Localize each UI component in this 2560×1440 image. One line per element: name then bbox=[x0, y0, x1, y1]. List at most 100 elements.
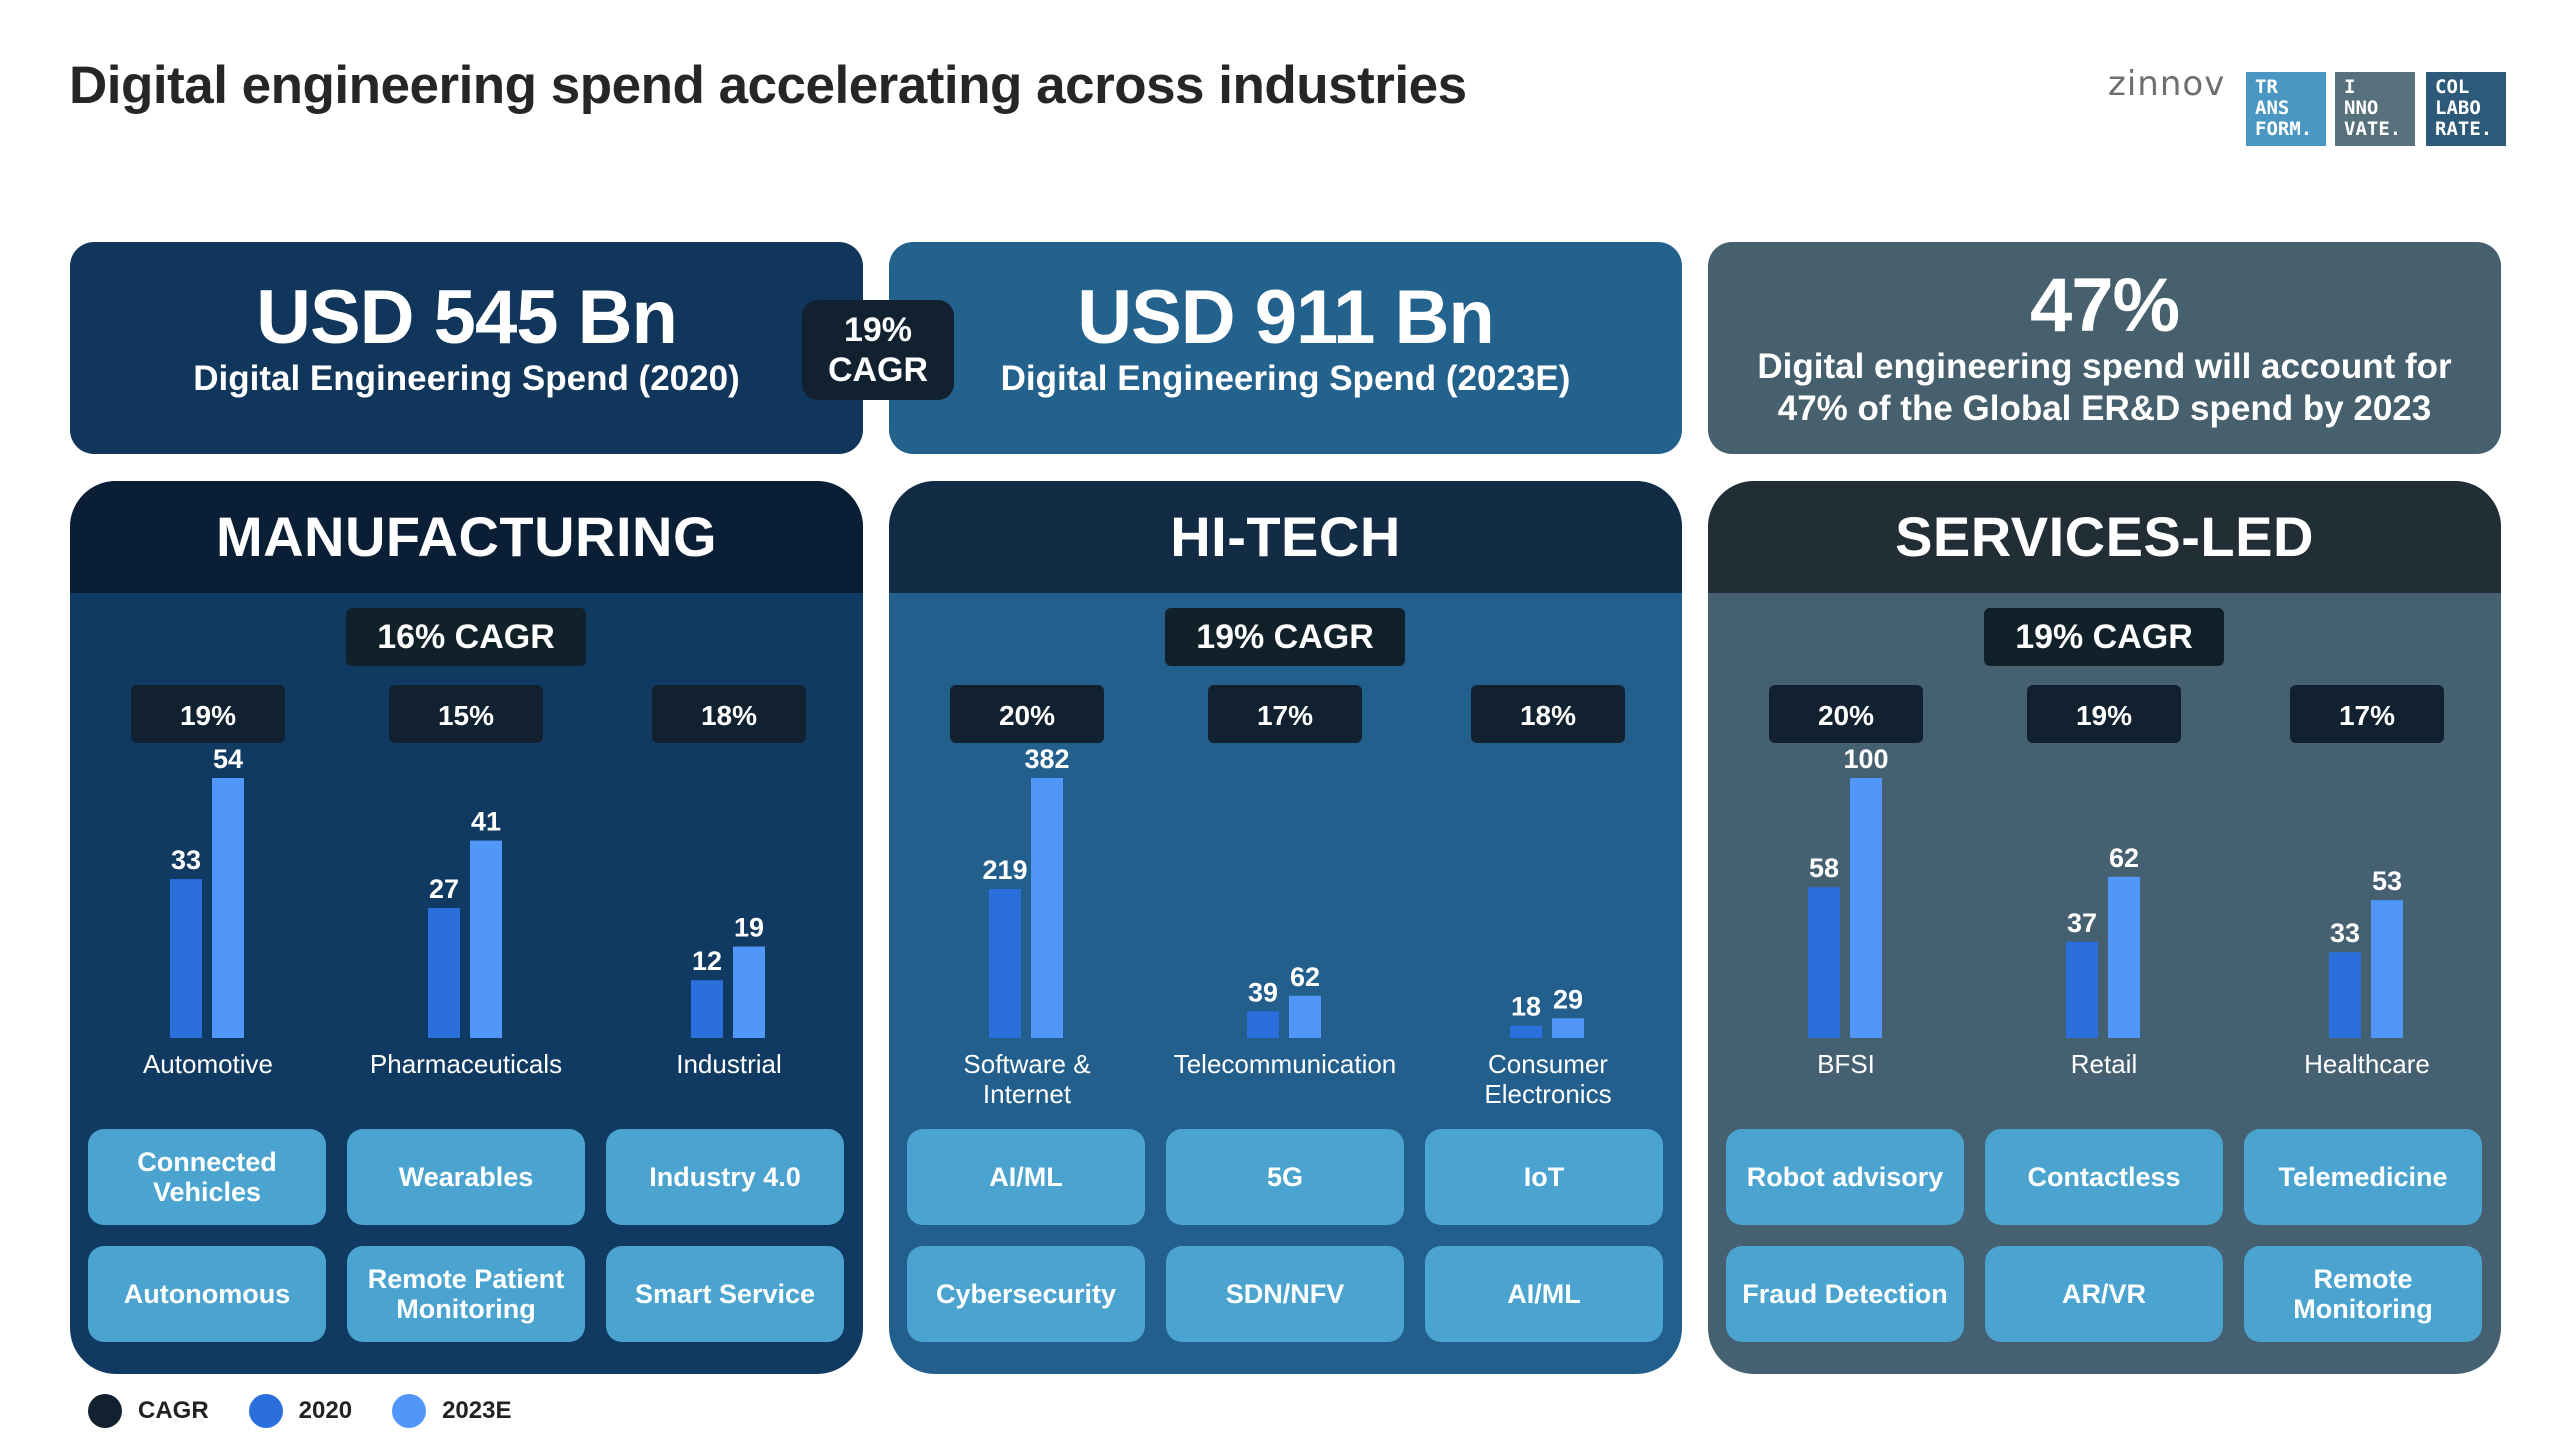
category-label: BFSI bbox=[1817, 1049, 1875, 1079]
category-cagr-badge bbox=[1769, 685, 1923, 743]
use-case-chip: SDN/NFV bbox=[1166, 1246, 1404, 1342]
bar bbox=[733, 946, 765, 1038]
bar bbox=[428, 908, 460, 1038]
category-cagr-badge bbox=[652, 685, 806, 743]
legend-label-cagr: CAGR bbox=[138, 1397, 209, 1424]
category-label: Automotive bbox=[143, 1049, 273, 1079]
bar bbox=[989, 888, 1021, 1038]
use-case-chip: Remote Patient Monitoring bbox=[347, 1246, 585, 1342]
use-case-chip: AI/ML bbox=[1425, 1246, 1663, 1342]
spend-2023-label: Digital Engineering Spend (2023E) bbox=[1000, 359, 1571, 398]
panel-services-led: SERVICES-LED 19% CAGR 20% 58 100 BFSI 19% 37 6… bbox=[1708, 481, 2501, 1374]
bar-value-label: 100 bbox=[1843, 744, 1888, 774]
bar-value-label: 37 bbox=[2067, 908, 2097, 938]
sector-cagr-badge: 19% CAGR bbox=[1165, 608, 1405, 666]
bar-value-label: 382 bbox=[1024, 744, 1069, 774]
bar-value-label: 33 bbox=[171, 845, 201, 875]
bar-value-label: 58 bbox=[1809, 853, 1839, 883]
category-cagr-badge bbox=[2290, 685, 2444, 743]
panel-manufacturing: MANUFACTURING 16% CAGR 19% 33 54 Automotive… bbox=[70, 481, 863, 1374]
bar bbox=[2066, 941, 2098, 1038]
category-cagr-label: 20% bbox=[1818, 700, 1874, 731]
use-case-chip: Wearables bbox=[347, 1129, 585, 1225]
bar-value-label: 12 bbox=[692, 946, 722, 976]
bar-value-label: 62 bbox=[2109, 843, 2139, 873]
category-cagr-badge bbox=[1208, 685, 1362, 743]
use-case-chip: Contactless bbox=[1985, 1129, 2223, 1225]
use-case-chip: AI/ML bbox=[907, 1129, 1145, 1225]
bar bbox=[170, 879, 202, 1038]
bar bbox=[2108, 876, 2140, 1038]
overall-cagr-value: 19% bbox=[843, 311, 913, 349]
category-label: Consumer bbox=[1488, 1049, 1608, 1079]
summary-share: 47% Digital engineering spend will accou… bbox=[1708, 242, 2501, 454]
category-cagr-badge bbox=[389, 685, 543, 743]
bar-value-label: 29 bbox=[1553, 984, 1583, 1014]
bar bbox=[212, 778, 244, 1038]
legend-item-2023e: 2023E bbox=[392, 1394, 511, 1428]
category-label: Pharmaceuticals bbox=[370, 1049, 562, 1079]
legend-item-cagr: CAGR bbox=[88, 1394, 209, 1428]
category-label: Telecommunication bbox=[1174, 1049, 1397, 1079]
bar-value-label: 219 bbox=[982, 855, 1027, 885]
category-cagr-label: 20% bbox=[999, 700, 1055, 731]
bar bbox=[1031, 778, 1063, 1038]
category-cagr-label: 15% bbox=[438, 700, 494, 731]
panel-title: MANUFACTURING bbox=[70, 481, 863, 593]
use-case-chip: Autonomous bbox=[88, 1246, 326, 1342]
category-cagr-label: 19% bbox=[2076, 700, 2132, 731]
legend-label-2023e: 2023E bbox=[442, 1397, 512, 1424]
category-cagr-label: 17% bbox=[2339, 700, 2395, 731]
use-case-chip: Remote Monitoring bbox=[2244, 1246, 2482, 1342]
category-cagr-label: 18% bbox=[701, 700, 757, 731]
category-cagr-badge bbox=[950, 685, 1104, 743]
legend-swatch-2020 bbox=[248, 1394, 283, 1428]
spend-2020-value: USD 545 Bn bbox=[256, 275, 678, 360]
logo-tile-collaborate: COL LABO RATE. bbox=[2426, 72, 2506, 146]
share-line-2: 47% of the Global ER&D spend by 2023 bbox=[1777, 389, 2432, 428]
overall-cagr-badge: 19% CAGR bbox=[802, 300, 954, 400]
category-cagr-label: 17% bbox=[1257, 700, 1313, 731]
category-label: Software & bbox=[963, 1049, 1090, 1079]
overall-cagr-label: CAGR bbox=[827, 351, 929, 389]
summary-2023-spend: USD 911 Bn Digital Engineering Spend (20… bbox=[889, 242, 1682, 454]
use-case-chip: IoT bbox=[1425, 1129, 1663, 1225]
use-case-chip: Cybersecurity bbox=[907, 1246, 1145, 1342]
use-case-grid: Robot advisory Contactless Telemedicine … bbox=[1726, 1129, 2483, 1342]
bar-value-label: 53 bbox=[2372, 866, 2402, 896]
logo-tile-innovate: I NNO VATE. bbox=[2335, 72, 2415, 146]
use-case-chip: Smart Service bbox=[606, 1246, 844, 1342]
category-cagr-label: 18% bbox=[1520, 700, 1576, 731]
category-label: Industrial bbox=[676, 1049, 782, 1079]
category-cagr-badge bbox=[1471, 685, 1625, 743]
legend-label-2020: 2020 bbox=[298, 1397, 353, 1424]
bar bbox=[2371, 900, 2403, 1038]
use-case-chip: Fraud Detection bbox=[1726, 1246, 1964, 1342]
panel-title: HI-TECH bbox=[889, 481, 1682, 593]
zinnov-logo: zinnov bbox=[2108, 64, 2226, 104]
legend: CAGR 2020 2023E bbox=[88, 1394, 511, 1428]
share-line-1: Digital engineering spend will account f… bbox=[1757, 347, 2452, 386]
share-value: 47% bbox=[2029, 263, 2180, 348]
sector-bar-chart: 19% 33 54 Automotive 15% 27 41 Pharmaceuticals 1… bbox=[131, 685, 806, 1079]
legend-item-2020: 2020 bbox=[248, 1394, 353, 1428]
bar-value-label: 27 bbox=[429, 874, 459, 904]
category-label: Healthcare bbox=[2304, 1049, 2430, 1079]
bar bbox=[2329, 952, 2361, 1038]
panel-title: SERVICES-LED bbox=[1708, 481, 2501, 593]
use-case-chip: AR/VR bbox=[1985, 1246, 2223, 1342]
use-case-chip: Connected Vehicles bbox=[88, 1129, 326, 1225]
category-cagr-label: 19% bbox=[180, 700, 236, 731]
use-case-chip: Industry 4.0 bbox=[606, 1129, 844, 1225]
use-case-chip: Robot advisory bbox=[1726, 1129, 1964, 1225]
legend-swatch-cagr bbox=[88, 1394, 122, 1428]
bar bbox=[1247, 1011, 1279, 1038]
bar bbox=[470, 840, 502, 1038]
use-case-chip: Telemedicine bbox=[2244, 1129, 2482, 1225]
bar bbox=[1510, 1025, 1542, 1038]
sector-bar-chart: 20% 219 382 Software &Internet 17% 39 62 Teleco… bbox=[950, 685, 1625, 1109]
bar bbox=[1552, 1018, 1584, 1038]
sector-bar-chart: 20% 58 100 BFSI 19% 37 62 Retail 17% 33 53 Healthca… bbox=[1769, 685, 2444, 1079]
use-case-grid: AI/ML 5G IoT Cybersecurity SDN/NFV AI/ML bbox=[907, 1129, 1664, 1342]
summary-2020-spend: USD 545 Bn Digital Engineering Spend (20… bbox=[70, 242, 863, 454]
